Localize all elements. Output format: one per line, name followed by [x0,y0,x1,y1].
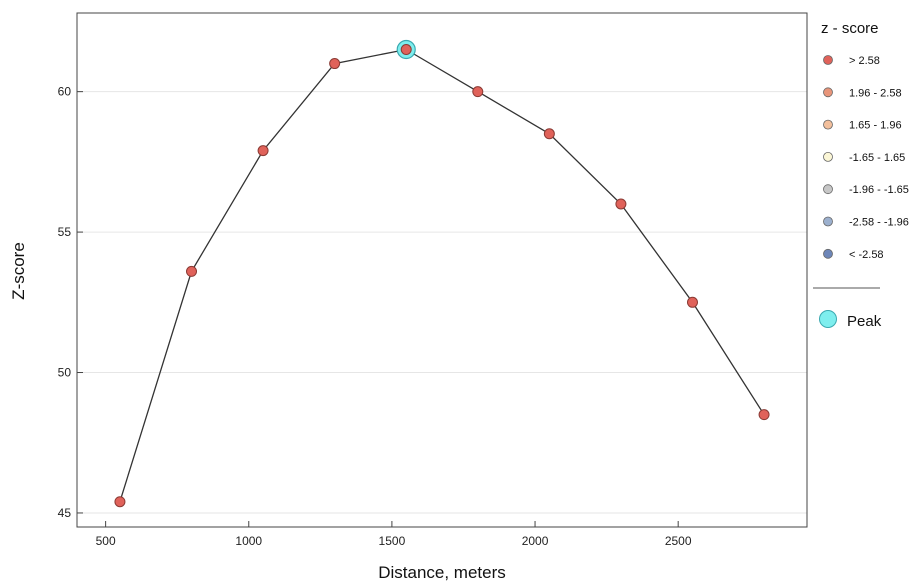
y-axis-title: Z-score [9,242,28,300]
legend: z - score > 2.58 1.96 - 2.58 1.65 - 1.96 -1… [813,20,909,330]
series-line [119,48,765,502]
grid [77,91,807,514]
x-axis-title: Distance, meters [378,563,506,582]
x-tick-label: 2500 [665,534,692,548]
x-tick-label: 1000 [235,534,262,548]
data-point [472,86,484,98]
series [114,39,770,508]
legend-title: z - score [821,20,879,37]
data-point [686,296,698,308]
data-point [114,496,126,508]
data-point [257,145,269,157]
legend-swatch [823,248,833,259]
legend-swatch [823,216,833,227]
data-point [615,198,627,210]
y-tick-label: 60 [58,85,72,99]
y-tick-label: 50 [58,366,72,380]
legend-swatch [823,87,833,98]
x-tick-label: 500 [96,534,116,548]
plot-frame [76,12,808,528]
legend-label: -1.65 - 1.65 [849,152,905,164]
data-point [329,58,341,70]
data-point [186,265,198,277]
legend-label: 1.96 - 2.58 [849,87,902,99]
x-tick-label: 1500 [379,534,406,548]
legend-swatch [823,119,833,130]
legend-swatch [823,55,833,65]
legend-swatch [823,184,833,195]
y-tick-label: 55 [58,225,72,239]
data-point [543,128,555,140]
legend-items: > 2.58 1.96 - 2.58 1.65 - 1.96 -1.65 - 1.65… [823,55,909,261]
legend-label: -2.58 - -1.96 [849,217,909,229]
legend-label: 1.65 - 1.96 [849,120,902,132]
legend-peak-label: Peak [847,313,882,330]
legend-label: > 2.58 [849,55,880,67]
legend-swatch [823,151,833,162]
axis-ticks: 45 50 55 60 500 1000 1500 2000 2500 [58,85,692,548]
legend-label: < -2.58 [849,249,884,261]
data-point [400,44,412,56]
x-tick-label: 2000 [522,534,549,548]
legend-label: -1.96 - -1.65 [849,184,909,196]
y-tick-label: 45 [58,506,72,520]
data-point [758,409,770,421]
legend-peak-swatch [819,310,837,328]
